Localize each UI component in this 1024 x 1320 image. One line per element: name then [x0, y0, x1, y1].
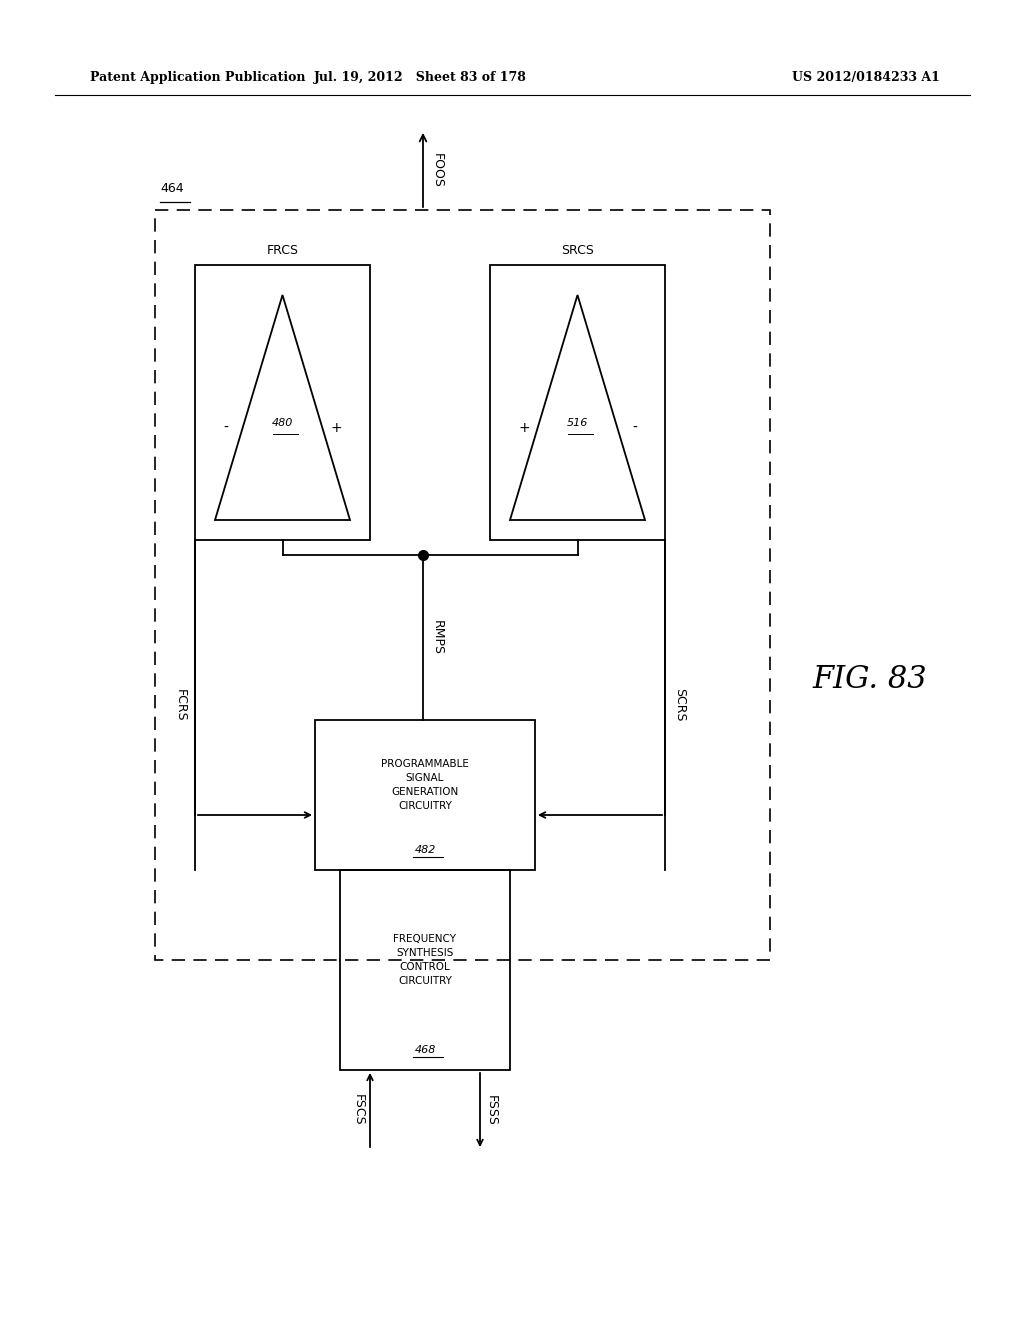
- Text: FSSS: FSSS: [485, 1094, 498, 1126]
- Text: PROGRAMMABLE
SIGNAL
GENERATION
CIRCUITRY: PROGRAMMABLE SIGNAL GENERATION CIRCUITRY: [381, 759, 469, 810]
- Text: +: +: [331, 421, 342, 434]
- Text: 480: 480: [271, 417, 293, 428]
- Bar: [340, 870, 510, 1071]
- Text: FRCS: FRCS: [266, 244, 299, 257]
- Bar: [195, 265, 370, 540]
- Text: US 2012/0184233 A1: US 2012/0184233 A1: [793, 71, 940, 84]
- Text: 468: 468: [415, 1045, 435, 1055]
- Text: FSCS: FSCS: [352, 1094, 365, 1126]
- Text: RMPS: RMPS: [431, 620, 444, 655]
- Text: FOOS: FOOS: [431, 153, 444, 187]
- Bar: [315, 719, 535, 870]
- Bar: [490, 265, 665, 540]
- Text: 516: 516: [567, 417, 588, 428]
- Text: 482: 482: [415, 845, 435, 855]
- Text: FREQUENCY
SYNTHESIS
CONTROL
CIRCUITRY: FREQUENCY SYNTHESIS CONTROL CIRCUITRY: [393, 935, 457, 986]
- Text: FIG. 83: FIG. 83: [813, 664, 928, 696]
- Text: Patent Application Publication: Patent Application Publication: [90, 71, 305, 84]
- Text: -: -: [632, 421, 637, 434]
- Text: SCRS: SCRS: [673, 688, 686, 722]
- Text: SRCS: SRCS: [561, 244, 594, 257]
- Text: Jul. 19, 2012   Sheet 83 of 178: Jul. 19, 2012 Sheet 83 of 178: [313, 71, 526, 84]
- Text: FCRS: FCRS: [174, 689, 187, 721]
- Text: +: +: [518, 421, 529, 434]
- Bar: [155, 210, 770, 960]
- Text: 464: 464: [160, 182, 183, 195]
- Text: -: -: [223, 421, 228, 434]
